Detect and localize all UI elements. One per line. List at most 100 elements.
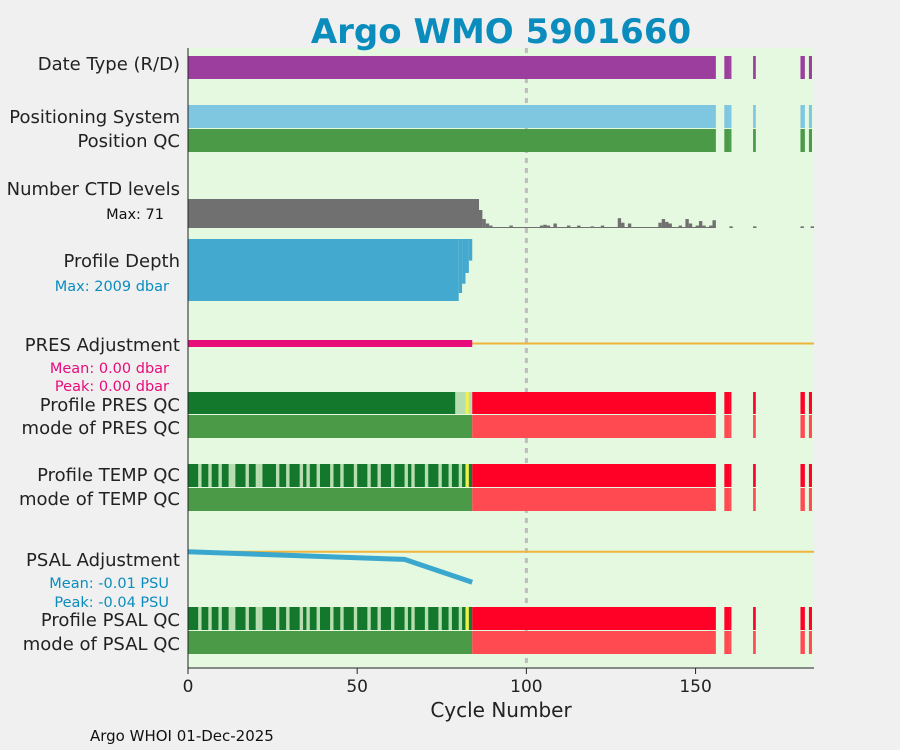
ctd-levels-bar <box>668 223 672 228</box>
temp-qc-mode-bar-bad <box>808 488 812 511</box>
ctd-levels-bar <box>753 226 757 228</box>
date-type-bar-extra <box>808 56 812 79</box>
x-tick-label: 0 <box>183 677 194 697</box>
date-type-bar-extra <box>753 56 756 79</box>
psal-qc-profile-bar-probably-good <box>275 607 280 630</box>
pres-qc-mode-bar-bad <box>753 415 756 438</box>
temp-qc-mode-bar-bad <box>753 488 756 511</box>
psal-qc-profile-bar-bad <box>724 607 730 630</box>
pres-qc-mode-bar-bad <box>808 415 812 438</box>
psal-qc-profile-bar-probably-good <box>438 607 442 630</box>
psal-qc-profile-bar-probably-good <box>367 607 371 630</box>
psal-qc-profile-bar-probably-good <box>228 607 232 630</box>
ctd-levels-bar <box>489 225 493 228</box>
temp-qc-profile-bar-probably-good <box>218 464 222 487</box>
temp-qc-profile-bar-bad <box>724 464 730 487</box>
label-pres-peak: Peak: 0.00 dbar <box>55 379 169 395</box>
label-mode-temp-qc: mode of TEMP QC <box>19 489 180 510</box>
psal-qc-profile-bar-probably-good <box>231 607 236 630</box>
label-psal-peak: Peak: -0.04 PSU <box>54 595 169 611</box>
ctd-levels-bar <box>553 223 557 228</box>
positioning-bar-extra <box>729 105 732 128</box>
label-profile-psal-qc: Profile PSAL QC <box>41 610 180 631</box>
ctd-levels-bar <box>482 219 486 228</box>
pres-qc-profile-bar-bad <box>800 392 805 414</box>
ctd-levels-bar <box>546 225 551 228</box>
label-pres-adjustment: PRES Adjustment <box>25 335 180 356</box>
psal-qc-profile-bar-bad <box>729 607 732 630</box>
temp-qc-profile-bar-probably-good <box>228 464 232 487</box>
label-pres-mean: Mean: 0.00 dbar <box>50 361 169 377</box>
temp-qc-profile-bar-bad <box>753 464 756 487</box>
pres-qc-profile-bar-bad <box>729 392 732 414</box>
label-mode-pres-qc: mode of PRES QC <box>22 418 180 439</box>
temp-qc-mode-bar <box>472 488 716 511</box>
ctd-levels-bar <box>627 223 632 228</box>
psal-qc-profile-bar-probably-good <box>316 607 320 630</box>
footer-credit: Argo WHOI 01-Dec-2025 <box>90 727 274 745</box>
temp-qc-mode-bar-bad <box>724 488 730 511</box>
psal-qc-profile-bar-probably-good <box>458 607 463 630</box>
ctd-levels-bar <box>621 222 625 228</box>
positioning-bar-main <box>188 105 716 128</box>
pres-qc-mode-bar-bad <box>724 415 730 438</box>
label-depth-max: Max: 2009 dbar <box>55 279 169 295</box>
ctd-levels-bar <box>698 221 703 228</box>
pres-qc-mode-bar-bad <box>729 415 732 438</box>
pres-qc-profile-bar-bad <box>724 392 730 414</box>
ctd-levels-bar <box>485 223 490 228</box>
ctd-levels-bar <box>688 223 693 228</box>
psal-qc-profile-bar-probably-good <box>198 607 202 630</box>
temp-qc-profile-bar-probably-good <box>353 464 358 487</box>
psal-qc-mode-bar <box>472 631 716 654</box>
position-qc-bar-extra <box>800 129 805 152</box>
temp-qc-profile-bar-probably-good <box>404 464 408 487</box>
psal-qc-profile-bar-probably-good <box>299 607 304 630</box>
ctd-levels-bar <box>702 225 706 228</box>
temp-qc-profile-bar-probably-good <box>286 464 290 487</box>
ctd-levels-bar <box>539 225 544 228</box>
temp-qc-profile-bar-bad <box>729 464 732 487</box>
temp-qc-profile-bar-probably-good <box>231 464 236 487</box>
x-tick-label: 150 <box>679 677 711 697</box>
pres-adjustment-line <box>188 340 473 347</box>
temp-qc-profile-bar-bad <box>808 464 812 487</box>
pres-qc-profile-bar <box>472 392 716 414</box>
label-psal-mean: Mean: -0.01 PSU <box>49 576 169 592</box>
ctd-levels-bar <box>709 225 713 228</box>
position-qc-bar-extra <box>808 129 812 152</box>
label-ctd-max: Max: 71 <box>106 207 164 223</box>
label-position-qc: Position QC <box>77 131 180 152</box>
label-profile-temp-qc: Profile TEMP QC <box>37 465 180 486</box>
ctd-levels-bar <box>810 226 814 228</box>
ctd-levels-bar <box>566 225 571 228</box>
temp-qc-profile-bar-probably-good <box>377 464 381 487</box>
ctd-levels-bar <box>695 225 699 228</box>
temp-qc-profile-bar-bad <box>472 464 716 487</box>
profile-depth-bar <box>468 239 473 261</box>
pres-qc-mode-bar <box>472 415 716 438</box>
x-tick-label: 50 <box>346 677 368 697</box>
x-axis-label: Cycle Number <box>430 698 572 722</box>
psal-qc-mode-bar-bad <box>753 631 756 654</box>
psal-qc-profile-bar-questionable <box>465 607 469 630</box>
temp-qc-profile-bar-probably-good <box>340 464 344 487</box>
ctd-levels-bar <box>479 210 483 228</box>
label-ctd-levels: Number CTD levels <box>7 179 180 200</box>
psal-qc-profile-bar-probably-good <box>330 607 334 630</box>
profile-depth-bar <box>462 239 466 284</box>
temp-qc-profile-bar-probably-good <box>411 464 415 487</box>
temp-qc-profile-bar-probably-good <box>424 464 429 487</box>
psal-qc-mode-bar <box>188 631 473 654</box>
ctd-levels-bar <box>729 226 733 228</box>
temp-qc-mode-bar-bad <box>729 488 732 511</box>
temp-qc-profile-bar-probably-good <box>208 464 212 487</box>
psal-qc-profile-bar-probably-good <box>391 607 395 630</box>
temp-qc-profile-bar-probably-good <box>306 464 310 487</box>
temp-qc-profile-bar-bad <box>800 464 805 487</box>
psal-qc-profile-bar-probably-good <box>424 607 429 630</box>
psal-qc-profile-bar-probably-good <box>255 607 260 630</box>
psal-qc-profile-bar-probably-good <box>259 607 263 630</box>
position-qc-bar-extra <box>753 129 756 152</box>
